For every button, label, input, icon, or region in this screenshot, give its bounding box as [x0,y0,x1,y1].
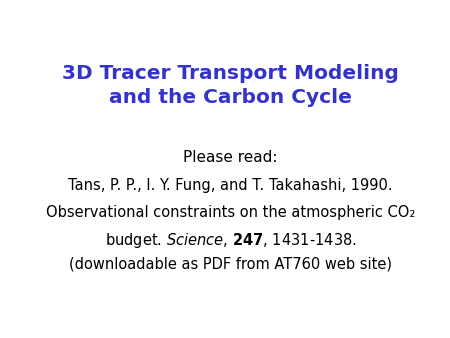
Text: 3D Tracer Transport Modeling
and the Carbon Cycle: 3D Tracer Transport Modeling and the Car… [62,64,399,107]
Text: budget. $\it{Science}$, $\bf{247}$, 1431-1438.: budget. $\it{Science}$, $\bf{247}$, 1431… [105,231,356,249]
Text: Observational constraints on the atmospheric CO₂: Observational constraints on the atmosph… [46,204,415,219]
Text: (downloadable as PDF from AT760 web site): (downloadable as PDF from AT760 web site… [69,257,392,271]
Text: Please read:: Please read: [184,150,278,165]
Text: Tans, P. P., I. Y. Fung, and T. Takahashi, 1990.: Tans, P. P., I. Y. Fung, and T. Takahash… [68,178,393,193]
